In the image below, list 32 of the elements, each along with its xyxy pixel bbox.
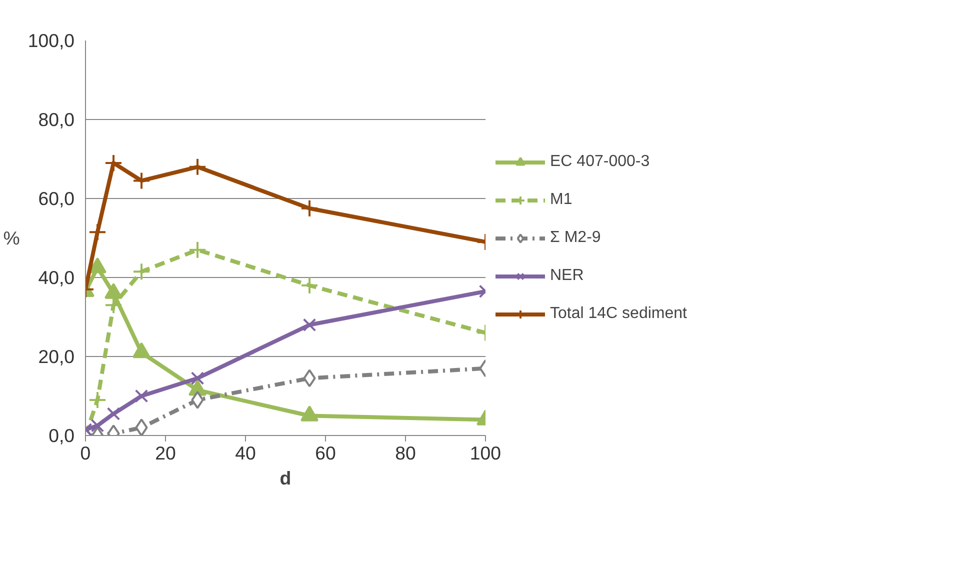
y-tick-label: 80,0 [38, 109, 74, 130]
point [106, 407, 120, 420]
x-tick-label: 100 [470, 442, 502, 464]
point [188, 240, 206, 259]
x-tick-label: 60 [315, 442, 336, 464]
legend-label: NER [550, 266, 584, 284]
point [132, 262, 150, 281]
legend-label: M1 [550, 190, 572, 208]
x-tick-label: 40 [235, 442, 256, 464]
point [191, 390, 204, 409]
y-tick-label: 0,0 [48, 425, 75, 446]
point [190, 372, 204, 385]
legend-label: Σ M2-9 [550, 228, 601, 246]
point [88, 390, 106, 409]
y-tick-label: 100,0 [28, 30, 74, 51]
y-axis-title: % [3, 228, 20, 248]
point [88, 223, 106, 242]
point [134, 389, 148, 403]
point [90, 418, 104, 432]
point [135, 418, 148, 436]
x-tick-label: 20 [155, 442, 176, 464]
point [132, 172, 150, 190]
legend-label: EC 407-000-3 [550, 152, 650, 170]
x-tick-label: 80 [395, 442, 416, 464]
point [188, 158, 206, 176]
y-tick-label: 20,0 [38, 346, 74, 367]
x-tick-label: 0 [80, 442, 91, 464]
legend-label: Total 14C sediment [550, 304, 687, 322]
y-tick-label: 40,0 [38, 267, 74, 288]
y-tick-label: 60,0 [38, 188, 74, 209]
x-axis-title: d [280, 468, 292, 488]
point [104, 154, 122, 172]
